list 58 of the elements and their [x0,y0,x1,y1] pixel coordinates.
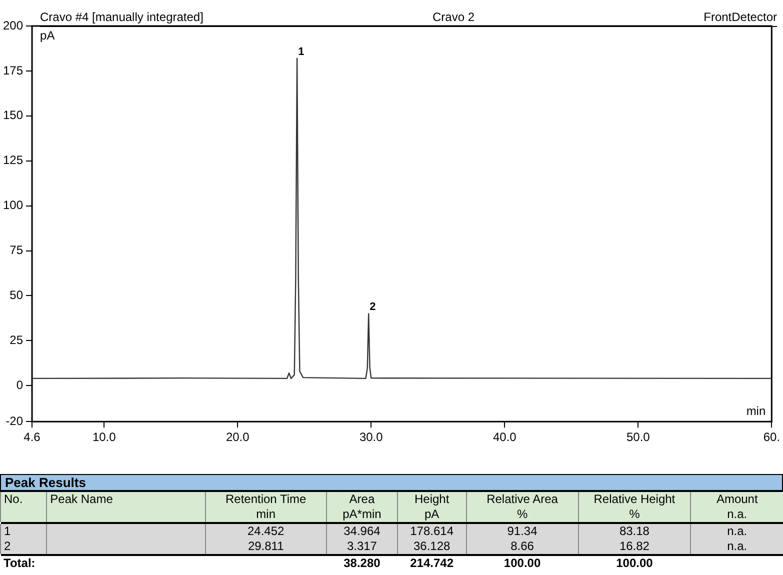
text: 178.614 [397,524,466,539]
x-tick-label: 50.0 [626,430,650,444]
text: Amount [690,492,783,507]
y-tick-label: 75 [10,243,24,258]
text: 34.964 [326,524,398,539]
text: Retention Time [205,492,327,507]
text: 16.82 [578,539,691,554]
text: 8.66 [466,539,578,554]
text: 24.452 [205,524,327,539]
text: 3.317 [326,539,398,554]
text: 2 [0,539,47,554]
y-tick-label: 0 [16,378,24,392]
text: 38.280 [342,556,382,571]
text: FrontDetector [704,10,777,24]
annotation: 2 [370,301,376,314]
text: 100.00 [502,556,542,571]
text: Relative Area [466,492,578,507]
text: 1 [0,524,47,539]
text: Peak Results [0,474,783,492]
y-tick-label: 150 [2,108,24,122]
text: Area [326,492,398,507]
text: pA [397,507,466,522]
text: No. [0,492,47,507]
x-tick-label: 20.0 [226,430,250,444]
y-tick-label: 125 [2,153,24,168]
text: Height [397,492,466,507]
text: pA*min [326,507,398,522]
text: 100.00 [615,556,654,571]
y-tick-label: -20 [6,414,24,428]
x-axis-title: min [746,404,766,418]
text: % [578,507,691,522]
y-tick-label: 200 [2,18,24,32]
x-tick-label: 30.0 [359,430,384,444]
text: Total: [2,556,36,571]
y-tick-label: 175 [2,63,24,78]
x-tick-label: 4.6 [24,430,41,444]
text: 91.34 [466,524,578,539]
text: Relative Height [578,492,691,507]
text: min [205,507,327,522]
text: % [466,507,578,522]
y-tick-label: 100 [2,198,24,212]
annotation: 1 [298,46,304,58]
x-tick-label: 40.0 [492,430,517,444]
y-tick-label: 25 [10,332,24,347]
x-tick-label: 60. [763,430,780,444]
chart-subtitle: Cravo 2 [432,10,475,24]
text: 36.128 [397,539,466,554]
chart-title: Cravo #4 [manually integrated] [40,10,204,24]
text: 214.742 [409,556,455,571]
text: n.a. [690,507,783,522]
text: 83.18 [578,524,691,539]
text: n.a. [690,539,783,554]
x-tick-label: 10.0 [92,430,116,444]
text: n.a. [690,524,783,539]
y-axis-title: pA [40,28,55,42]
y-tick-label: 50 [10,288,24,302]
text: 29.811 [205,539,327,554]
text: Peak Name [46,492,206,507]
